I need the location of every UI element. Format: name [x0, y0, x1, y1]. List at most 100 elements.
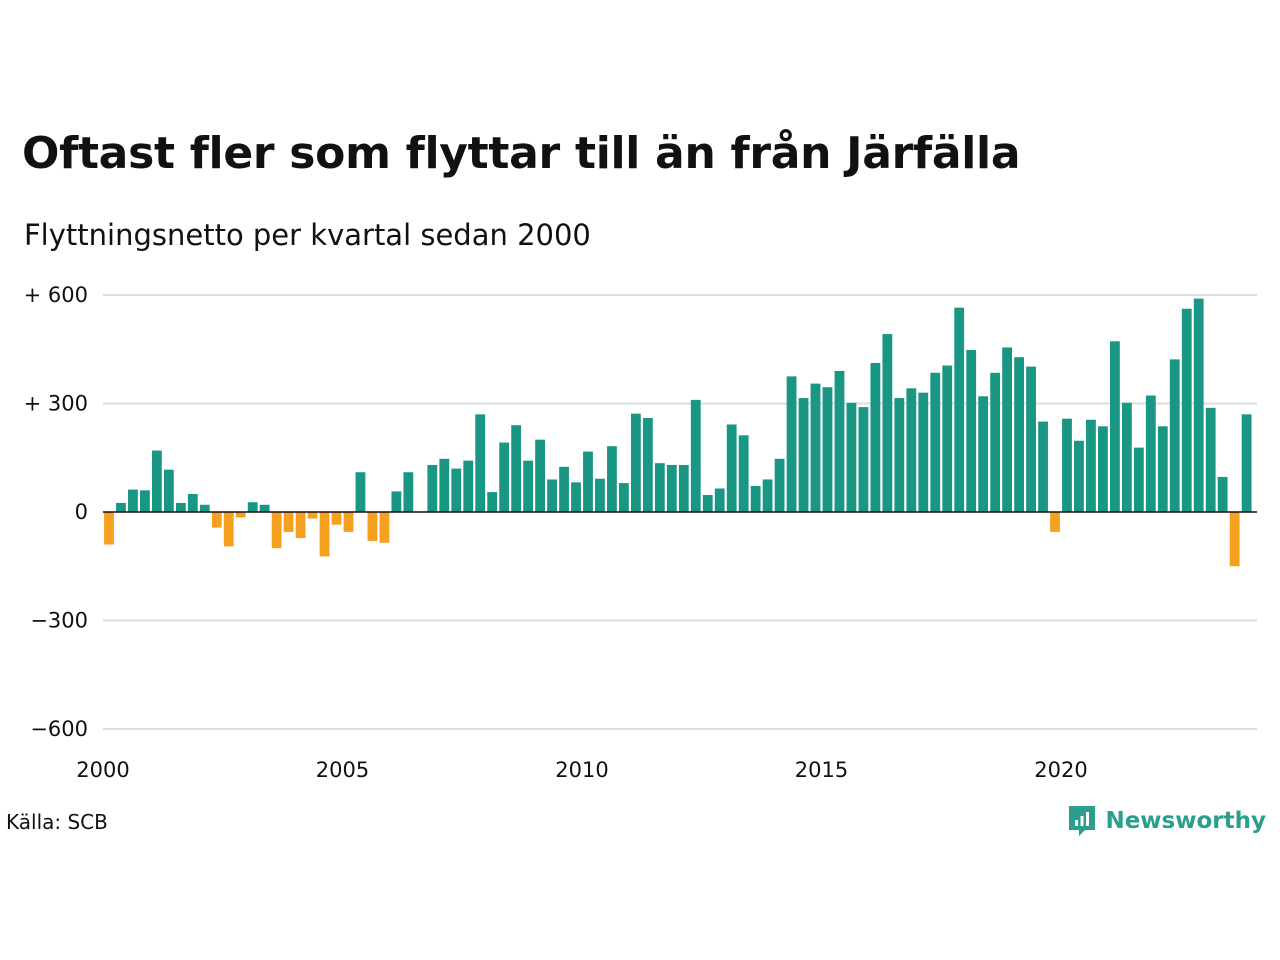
newsworthy-logo[interactable]: Newsworthy	[1067, 804, 1266, 838]
bar	[1038, 421, 1048, 512]
chart-title: Oftast fler som flyttar till än från Jär…	[22, 128, 1021, 179]
bar	[571, 482, 581, 512]
bar	[918, 392, 929, 512]
bar	[379, 512, 390, 543]
bar	[463, 460, 474, 512]
bar	[978, 396, 989, 512]
bar	[834, 370, 845, 512]
bar	[403, 472, 414, 512]
bar	[990, 372, 1001, 512]
bar	[906, 388, 917, 512]
bar	[235, 512, 246, 518]
bar	[595, 478, 605, 512]
bar	[1241, 414, 1252, 512]
bar	[319, 512, 330, 557]
bar	[714, 488, 725, 512]
bar	[175, 502, 186, 512]
bar	[547, 479, 557, 512]
bar	[116, 502, 126, 512]
bar	[1229, 512, 1240, 567]
bar	[858, 407, 869, 512]
x-tick-label: 2010	[555, 758, 608, 782]
bar	[1121, 402, 1132, 512]
bar	[642, 417, 653, 512]
bar	[1014, 357, 1024, 512]
y-tick-label: −300	[30, 609, 88, 633]
bar	[666, 464, 677, 512]
bar	[259, 504, 270, 512]
bar	[607, 446, 617, 512]
bar	[882, 334, 893, 512]
bar	[822, 387, 833, 512]
y-tick-label: 0	[75, 500, 88, 524]
bar	[211, 512, 222, 528]
bar	[523, 460, 534, 512]
source-note: Källa: SCB	[6, 810, 108, 834]
bar	[104, 512, 114, 545]
bar	[1205, 407, 1216, 512]
bar	[930, 372, 941, 512]
bar	[654, 463, 665, 512]
bar	[187, 493, 198, 512]
bar	[630, 413, 641, 512]
bar	[163, 469, 174, 512]
x-tick-label: 2015	[795, 758, 848, 782]
brand-name: Newsworthy	[1105, 808, 1266, 834]
bar	[247, 502, 258, 512]
bar	[1193, 298, 1204, 512]
bar	[511, 425, 522, 512]
bar	[583, 451, 593, 512]
bar	[391, 491, 402, 512]
bar	[283, 512, 294, 532]
bar	[678, 464, 689, 512]
bar	[750, 485, 761, 512]
bar	[870, 362, 881, 512]
bar	[1169, 359, 1180, 512]
bar	[439, 458, 450, 512]
bar	[894, 398, 905, 512]
y-tick-label: + 600	[24, 283, 88, 307]
bar-chart: + 600 + 300 0 −300 −600 2000 2005 2010 2015 2020	[24, 283, 1257, 782]
bar	[786, 376, 797, 513]
y-tick-label: + 300	[24, 392, 88, 416]
bar	[1050, 512, 1060, 532]
bar	[1098, 426, 1108, 512]
bar	[475, 414, 486, 512]
bar	[367, 512, 378, 541]
bar	[355, 472, 366, 512]
newsworthy-logo-icon	[1069, 806, 1096, 836]
x-tick-label: 2000	[76, 758, 129, 782]
bar	[954, 307, 965, 512]
bar	[271, 512, 282, 549]
bar	[199, 504, 210, 512]
bar	[151, 450, 162, 512]
bar	[690, 399, 701, 512]
x-tick-label: 2020	[1034, 758, 1087, 782]
bar	[798, 398, 809, 512]
bar	[1086, 419, 1096, 512]
bar	[702, 495, 713, 512]
bar	[1145, 395, 1156, 512]
bar	[535, 439, 545, 512]
bar	[307, 512, 318, 519]
x-tick-label: 2005	[316, 758, 369, 782]
bar	[1074, 440, 1084, 512]
bar	[331, 512, 342, 525]
bar	[726, 424, 737, 512]
bar	[966, 349, 977, 512]
bar	[487, 492, 498, 512]
y-tick-label: −600	[30, 717, 88, 741]
chart-subtitle: Flyttningsnetto per kvartal sedan 2000	[24, 218, 591, 252]
bar	[738, 435, 749, 512]
bar	[343, 512, 354, 532]
bar	[810, 383, 821, 512]
bar	[1026, 366, 1036, 512]
bar	[846, 402, 857, 512]
bar	[942, 365, 953, 512]
bar	[128, 489, 138, 512]
bar	[619, 483, 629, 512]
bar	[427, 464, 438, 512]
bar	[1109, 341, 1120, 512]
bar	[1133, 447, 1144, 512]
bar	[223, 512, 234, 547]
